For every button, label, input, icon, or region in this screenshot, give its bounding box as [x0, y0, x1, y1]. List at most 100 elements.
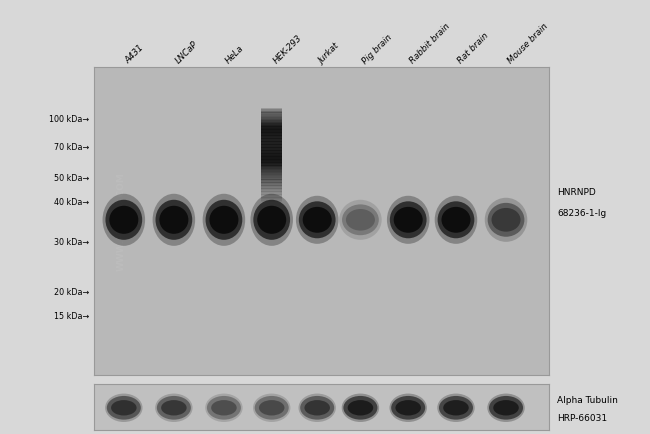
Text: LNCaP: LNCaP — [174, 39, 200, 66]
Ellipse shape — [207, 396, 241, 420]
Ellipse shape — [296, 196, 339, 244]
Bar — [261, 125, 282, 129]
Text: A431: A431 — [124, 43, 146, 66]
Bar — [261, 182, 282, 187]
Bar — [261, 193, 282, 198]
Bar — [261, 143, 282, 148]
Bar — [261, 126, 282, 131]
Bar — [261, 164, 282, 169]
Bar — [261, 118, 282, 124]
Ellipse shape — [257, 206, 286, 234]
Text: HeLa: HeLa — [224, 44, 246, 66]
Bar — [261, 144, 282, 149]
Ellipse shape — [103, 194, 145, 246]
Ellipse shape — [342, 204, 379, 235]
Ellipse shape — [161, 400, 187, 415]
Ellipse shape — [250, 194, 293, 246]
Text: HRP-66031: HRP-66031 — [557, 414, 607, 423]
Text: Mouse brain: Mouse brain — [506, 22, 550, 66]
Ellipse shape — [153, 194, 195, 246]
Ellipse shape — [203, 194, 245, 246]
Ellipse shape — [254, 200, 290, 240]
Text: Alpha Tubulin: Alpha Tubulin — [557, 395, 618, 404]
Ellipse shape — [339, 200, 382, 240]
Ellipse shape — [488, 203, 525, 237]
Ellipse shape — [159, 206, 188, 234]
Ellipse shape — [155, 394, 192, 422]
Ellipse shape — [211, 400, 237, 415]
Bar — [261, 146, 282, 151]
Ellipse shape — [111, 400, 136, 415]
Ellipse shape — [205, 394, 242, 422]
Ellipse shape — [391, 396, 425, 420]
Ellipse shape — [441, 207, 471, 233]
Text: 100 kDa→: 100 kDa→ — [49, 115, 89, 124]
Text: WWW.PTGLAB.COM: WWW.PTGLAB.COM — [117, 172, 126, 271]
Ellipse shape — [255, 396, 289, 420]
Bar — [261, 115, 282, 121]
Bar — [261, 168, 282, 174]
Ellipse shape — [304, 400, 330, 415]
Ellipse shape — [109, 206, 138, 234]
Ellipse shape — [493, 400, 519, 415]
Text: Rat brain: Rat brain — [456, 31, 490, 66]
Bar — [261, 123, 282, 128]
Bar — [261, 170, 282, 175]
Text: 70 kDa→: 70 kDa→ — [54, 143, 89, 152]
Text: 15 kDa→: 15 kDa→ — [54, 312, 89, 321]
Bar — [261, 196, 282, 201]
Bar — [261, 134, 282, 138]
Bar — [261, 194, 282, 199]
Bar — [261, 176, 282, 181]
Ellipse shape — [253, 394, 291, 422]
Bar — [261, 135, 282, 140]
Text: 50 kDa→: 50 kDa→ — [54, 174, 89, 183]
Bar — [261, 161, 282, 166]
Ellipse shape — [489, 396, 523, 420]
Bar — [261, 155, 282, 160]
Bar — [261, 190, 282, 195]
Text: 30 kDa→: 30 kDa→ — [54, 238, 89, 247]
Ellipse shape — [435, 196, 477, 244]
Text: Jurkat: Jurkat — [317, 41, 341, 66]
Ellipse shape — [491, 208, 521, 232]
Text: HEK-293: HEK-293 — [272, 33, 304, 66]
Bar — [261, 167, 282, 172]
Bar — [261, 108, 282, 113]
Bar — [261, 156, 282, 161]
Bar — [261, 197, 282, 202]
Text: Pig brain: Pig brain — [360, 32, 394, 66]
Ellipse shape — [157, 396, 191, 420]
Bar — [261, 188, 282, 193]
Bar — [261, 187, 282, 192]
Ellipse shape — [303, 207, 332, 233]
Bar — [261, 153, 282, 158]
Bar — [261, 181, 282, 186]
Ellipse shape — [209, 206, 239, 234]
Bar — [261, 173, 282, 178]
Bar — [261, 114, 282, 119]
Ellipse shape — [346, 209, 375, 230]
Bar — [261, 179, 282, 184]
Bar — [261, 191, 282, 196]
Text: 20 kDa→: 20 kDa→ — [54, 288, 89, 297]
Ellipse shape — [259, 400, 285, 415]
Bar — [261, 117, 282, 122]
Ellipse shape — [389, 394, 427, 422]
Text: 40 kDa→: 40 kDa→ — [54, 198, 89, 207]
Bar — [261, 129, 282, 134]
Ellipse shape — [387, 196, 430, 244]
Ellipse shape — [390, 201, 426, 238]
Ellipse shape — [105, 200, 142, 240]
Text: Rabbit brain: Rabbit brain — [408, 22, 452, 66]
Ellipse shape — [105, 394, 142, 422]
Bar — [261, 138, 282, 143]
Ellipse shape — [443, 400, 469, 415]
Bar — [261, 111, 282, 116]
Ellipse shape — [155, 200, 192, 240]
Bar — [261, 174, 282, 180]
Bar — [261, 132, 282, 137]
Ellipse shape — [342, 394, 379, 422]
Bar — [261, 147, 282, 152]
Ellipse shape — [343, 396, 378, 420]
